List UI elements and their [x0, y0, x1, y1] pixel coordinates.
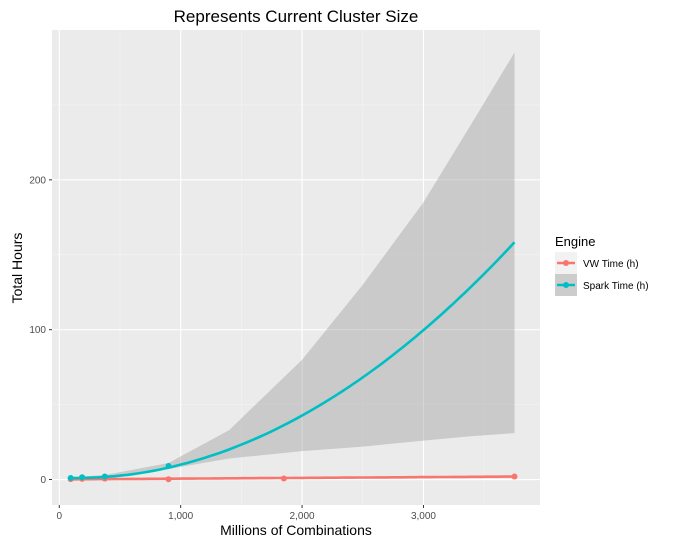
x-tick-label: 0 [57, 511, 63, 522]
data-point [511, 473, 518, 480]
legend-title: Engine [555, 234, 595, 249]
y-tick-label: 200 [29, 175, 46, 186]
y-axis-title: Total Hours [9, 233, 25, 304]
fit-line [70, 475, 515, 481]
data-point-layer [67, 463, 518, 483]
chart-title: Represents Current Cluster Size [174, 7, 419, 26]
legend-label: VW Time (h) [583, 259, 639, 270]
fit-line-layer [70, 241, 516, 481]
grid-major [52, 30, 540, 505]
data-point [67, 475, 74, 482]
legend-key-point [563, 260, 569, 266]
plot-panel [52, 30, 540, 505]
data-point [165, 476, 172, 483]
y-axis: 0 100 200 [29, 175, 52, 486]
legend-key-point [563, 282, 569, 288]
data-point [165, 463, 172, 470]
x-tick-label: 2,000 [290, 511, 315, 522]
data-point [101, 473, 108, 480]
x-tick-label: 3,000 [411, 511, 436, 522]
confidence-band [70, 52, 515, 481]
legend: Engine VW Time (h) Spark Time (h) [555, 234, 649, 296]
x-axis: 0 1,000 2,000 3,000 [57, 505, 436, 522]
x-axis-title: Millions of Combinations [220, 522, 372, 538]
y-tick-label: 100 [29, 325, 46, 336]
data-point [280, 475, 287, 482]
grid-minor [52, 30, 540, 505]
x-tick-label: 1,000 [168, 511, 193, 522]
y-tick-label: 0 [40, 475, 46, 486]
data-point [79, 474, 86, 481]
confidence-band-layer [70, 52, 515, 481]
legend-label: Spark Time (h) [583, 281, 649, 292]
fit-line [70, 241, 516, 480]
